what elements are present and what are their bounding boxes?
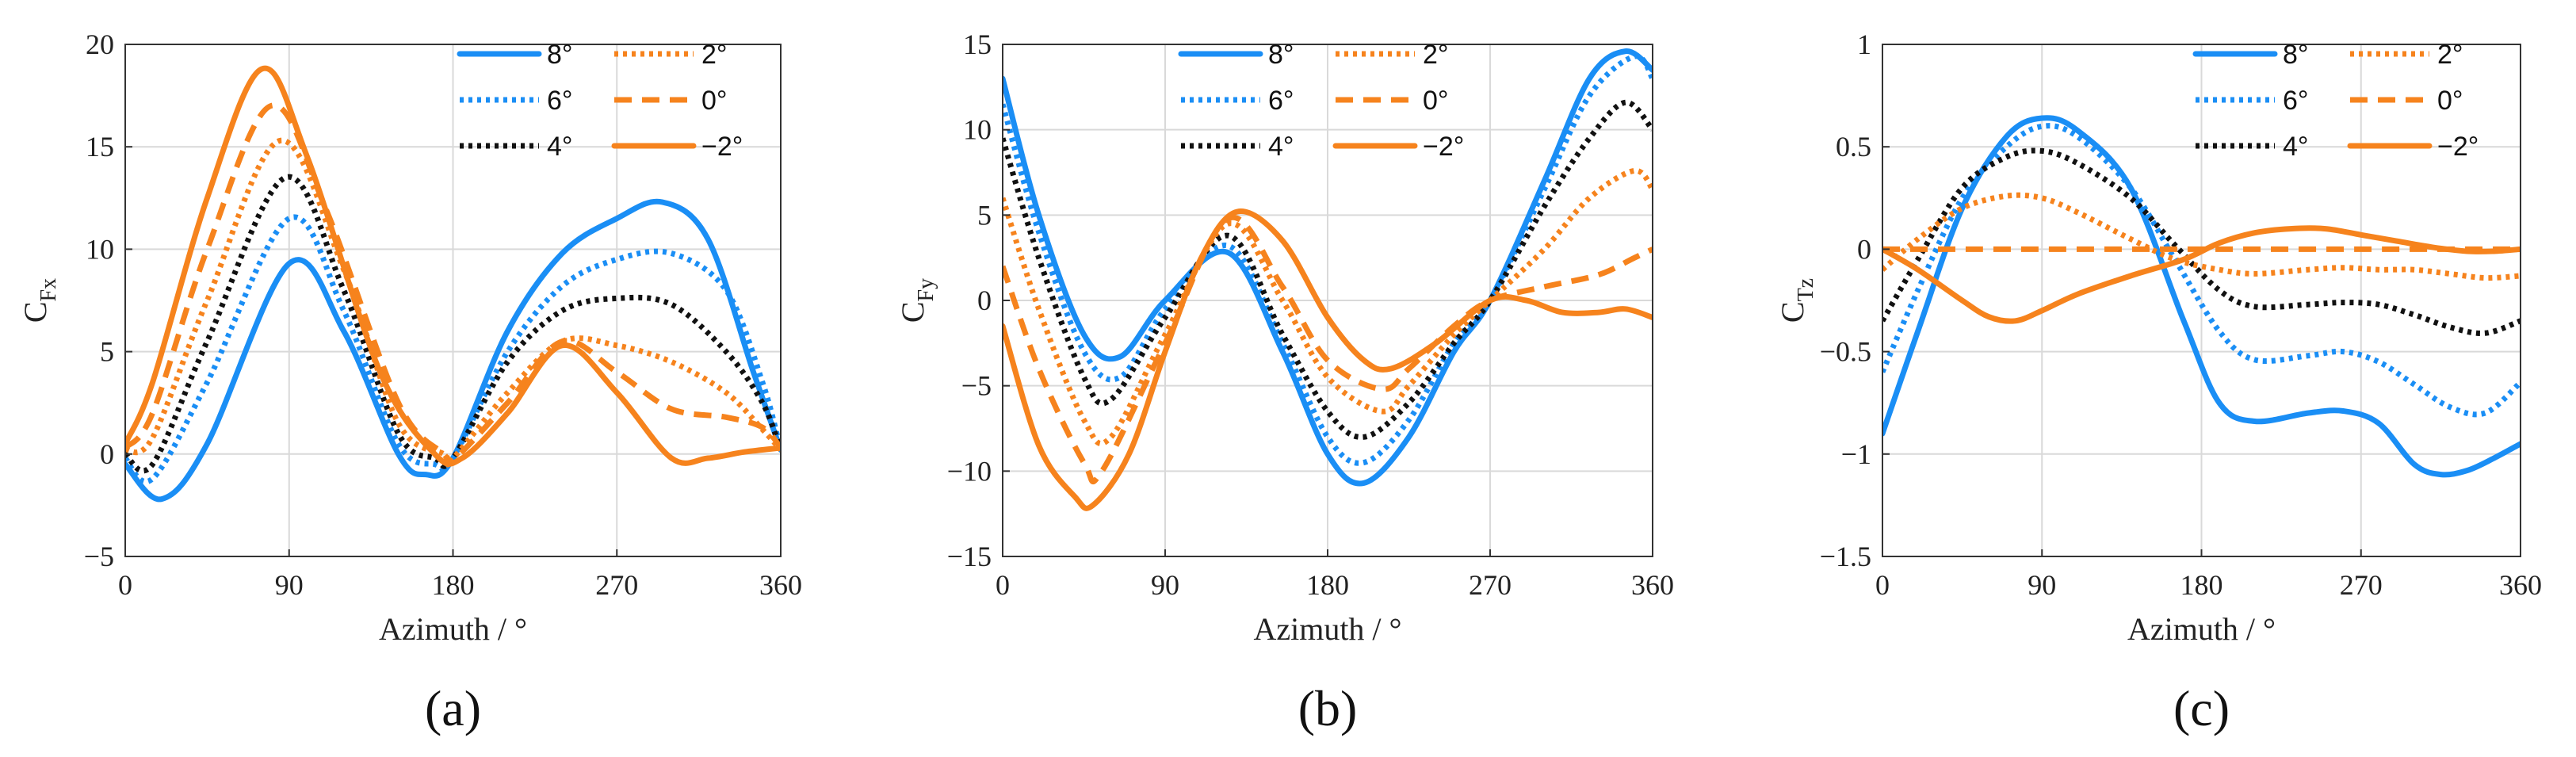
x-tick-label: 90 [275,569,304,601]
series-line-6 [125,65,781,467]
legend-label-5: 0° [1423,86,1449,116]
series-line-1 [1882,115,2521,478]
panel-label: (c) [2173,680,2230,736]
y-axis-label-sub: Tz [1794,278,1818,302]
legend-label-3: 4° [1268,132,1294,162]
y-axis-label-sub: Fx [36,278,61,302]
y-tick-label: 15 [963,29,992,60]
y-axis-label-main: C [895,301,931,323]
series-line-6 [1003,208,1653,511]
legend-label-6: −2° [2437,132,2479,162]
x-tick-label: 270 [1469,569,1512,601]
legend-label-3: 4° [2283,132,2309,162]
x-tick-label: 180 [1306,569,1349,601]
x-tick-label: 90 [1151,569,1179,601]
y-tick-label: 1 [1857,29,1871,60]
x-tick-label: 90 [2028,569,2056,601]
y-tick-label: 0 [1857,233,1871,265]
y-tick-label: −15 [947,541,992,572]
y-tick-label: −5 [961,370,992,402]
x-tick-label: 360 [1631,569,1674,601]
series-line-4 [1882,192,2521,281]
x-tick-label: 360 [2499,569,2542,601]
x-tick-label: 180 [432,569,475,601]
legend-label-6: −2° [701,132,743,162]
x-axis-label: Azimuth / ° [379,611,527,647]
y-tick-label: −0.5 [1820,336,1871,368]
y-axis-label-main: C [17,301,53,323]
y-tick-label: 0 [100,438,114,470]
legend-label-1: 8° [2283,40,2309,70]
x-tick-label: 0 [996,569,1010,601]
y-axis-label-main: C [1775,301,1810,323]
x-axis-label: Azimuth / ° [2127,611,2276,647]
chart-panel-3: 0 90 180 270 360 −1.5 −1 −0.5 0 0.5 1 Azimuth / ° CT… [1775,29,2542,736]
series-line-2 [1003,53,1653,466]
series-line-4 [1003,167,1653,447]
legend-label-3: 4° [547,132,573,162]
legend: 8° 6° 4° 2° 0° −2° [1178,40,1464,162]
series-group [1003,48,1653,511]
y-tick-label: 5 [100,336,114,368]
y-axis-label: CFx [17,278,61,323]
y-axis-label: CTz [1775,278,1818,323]
legend-label-2: 6° [547,86,573,116]
y-axis-label-sub: Fy [914,278,938,302]
y-tick-label: 15 [86,131,114,162]
x-axis-label: Azimuth / ° [1253,611,1401,647]
y-tick-label: 20 [86,29,114,60]
legend-label-4: 2° [1423,40,1449,70]
legend-label-2: 6° [2283,86,2309,116]
y-tick-label: −1 [1841,438,1871,470]
series-line-2 [1882,123,2521,418]
legend: 8° 6° 4° 2° 0° −2° [457,40,743,162]
x-tick-label: 360 [759,569,802,601]
series-line-6 [1882,225,2521,324]
legend-label-1: 8° [547,40,573,70]
panel-label: (b) [1298,680,1358,736]
y-tick-label: 0 [977,285,992,316]
legend-label-4: 2° [701,40,728,70]
legend-label-5: 0° [2437,86,2463,116]
y-tick-label: 10 [86,233,114,265]
legend-label-2: 6° [1268,86,1294,116]
series-group [125,65,781,503]
y-tick-label: 5 [977,199,992,231]
x-tick-label: 180 [2180,569,2223,601]
series-line-3 [1003,99,1653,440]
y-tick-label: 10 [963,114,992,146]
y-tick-label: −1.5 [1820,541,1871,572]
series-line-5 [125,102,781,468]
legend-label-4: 2° [2437,40,2463,70]
y-tick-label: 0.5 [1836,131,1871,162]
x-tick-label: 0 [1875,569,1890,601]
series-line-1 [1003,48,1653,487]
x-tick-label: 270 [595,569,638,601]
legend: 8° 6° 4° 2° 0° −2° [2192,40,2479,162]
y-tick-label: −10 [947,455,992,487]
x-tick-label: 0 [118,569,132,601]
legend-label-1: 8° [1268,40,1294,70]
y-tick-label: −5 [84,541,114,572]
x-tick-label: 270 [2340,569,2383,601]
ticks: 0 90 180 270 360 −15 −10 −5 0 5 10 15 [947,29,1674,601]
ticks: 0 90 180 270 360 −1.5 −1 −0.5 0 0.5 1 [1820,29,2542,601]
series-group [1882,115,2521,478]
panel-label: (a) [425,680,481,736]
legend-label-5: 0° [701,86,728,116]
y-axis-label: CFy [895,278,938,323]
legend-label-6: −2° [1423,132,1464,162]
chart-panel-2: 0 90 180 270 360 −15 −10 −5 0 5 10 15 Azimuth / ° CFy… [895,29,1674,736]
